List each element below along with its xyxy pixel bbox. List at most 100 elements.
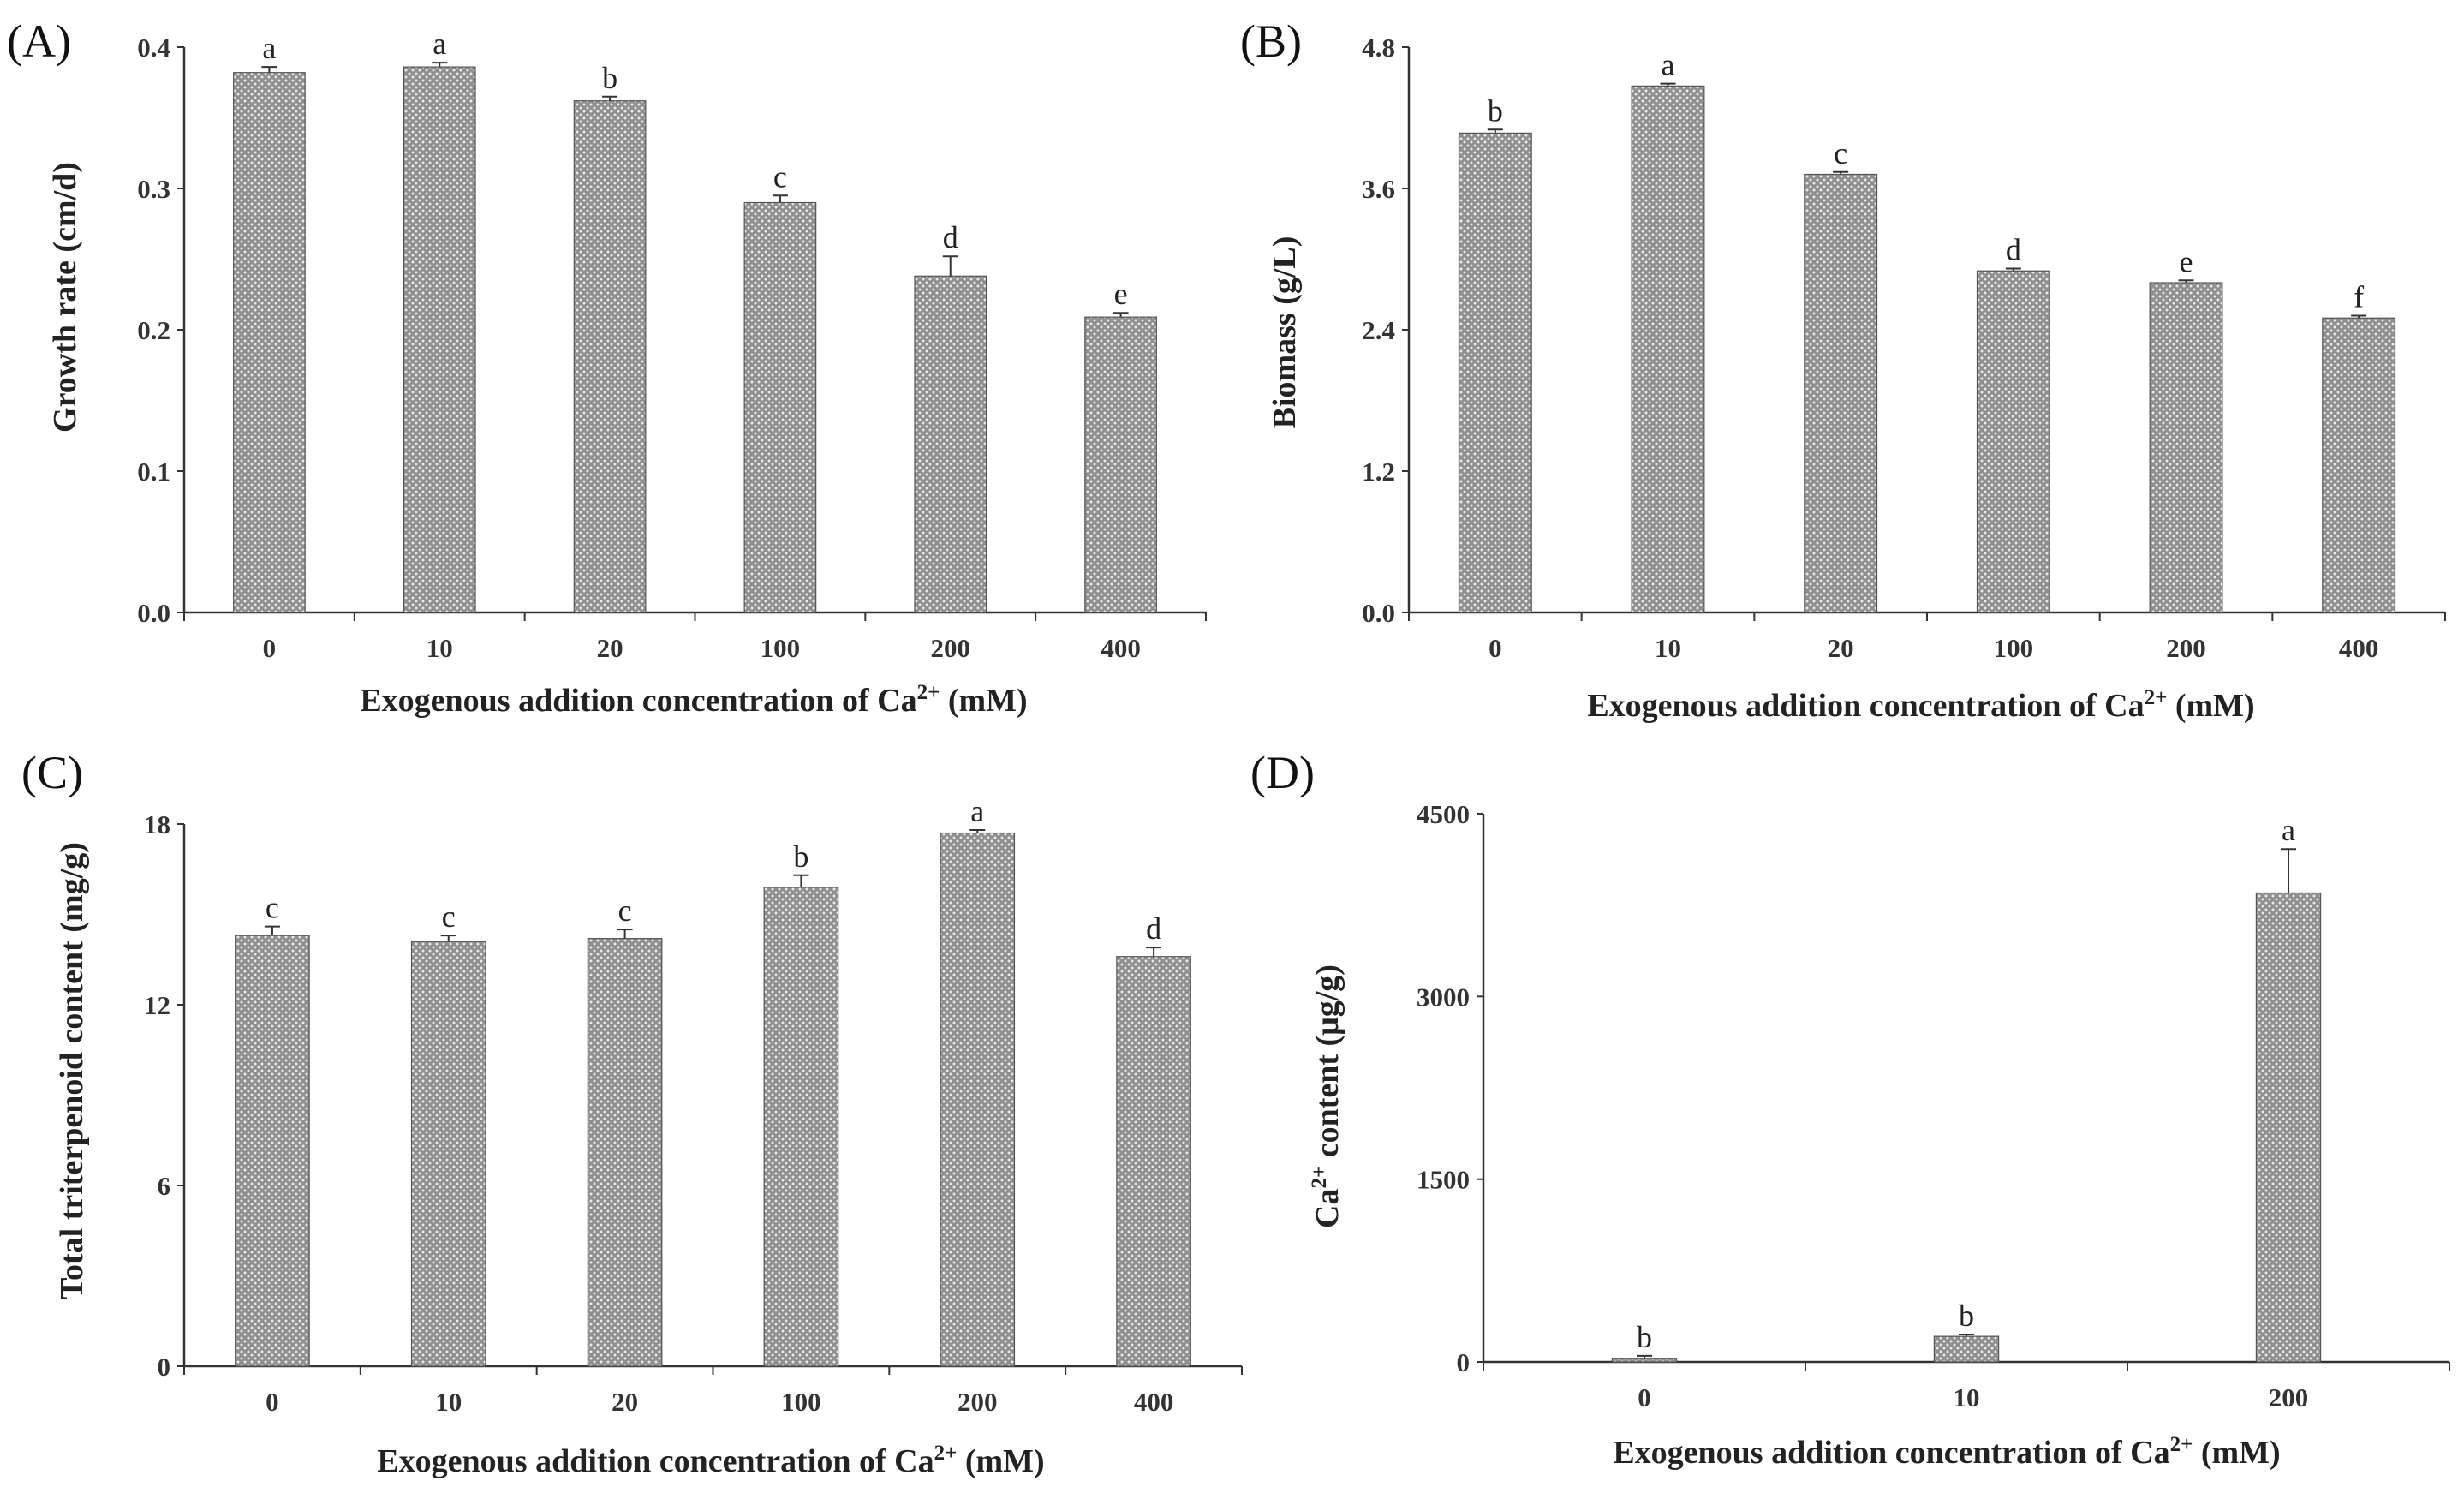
- panel-a-x-tick-label-1: 10: [427, 633, 453, 663]
- panel-a: (A) Growth rate (cm/d) Exogenous additio…: [7, 15, 1207, 719]
- panel-a-plot: 0.0 0.1 0.2 0.3 0.4 a 0 a 10 b 20 c 100 d 200 e 400: [137, 27, 1207, 663]
- panel-b-x-axis-title: Exogenous addition concentration of Ca2+…: [1587, 686, 2254, 724]
- panel-c-x-axis-title: Exogenous addition concentration of Ca2+…: [377, 1442, 1044, 1479]
- panel-a-bar-0: [233, 72, 306, 613]
- panel-c-y-tick-label: 0: [158, 1352, 171, 1382]
- panel-b-sig-letter-2: c: [1834, 136, 1847, 170]
- panel-c-bar-1: [410, 941, 486, 1367]
- panel-b-sig-letter-0: b: [1488, 93, 1503, 128]
- panel-c-letter: (C): [21, 747, 83, 798]
- panel-c-sig-letter-1: c: [442, 899, 456, 934]
- panel-b-sig-letter-4: e: [2180, 244, 2193, 278]
- panel-d-y-tick-label: 4500: [1417, 799, 1470, 829]
- panel-a-sig-letter-3: c: [773, 159, 787, 194]
- panel-a-sig-letter-2: b: [602, 61, 617, 95]
- panel-b-sig-letter-3: d: [2006, 233, 2021, 267]
- panel-a-x-axis-title: Exogenous addition concentration of Ca2+…: [360, 681, 1027, 719]
- panel-a-bar-2: [573, 100, 647, 613]
- panel-b-x-tick-label-1: 10: [1655, 633, 1681, 663]
- panel-c-bar-3: [763, 887, 839, 1367]
- panel-b-sig-letter-5: f: [2354, 280, 2364, 314]
- panel-d-letter: (D): [1250, 747, 1315, 798]
- panel-a-x-tick-label-0: 0: [263, 633, 277, 663]
- panel-c-x-tick-label-0: 0: [265, 1387, 279, 1417]
- panel-a-x-tick-label-4: 200: [931, 633, 971, 663]
- panel-a-y-tick-label: 0.0: [137, 598, 170, 628]
- panel-c-x-tick-label-3: 100: [781, 1387, 821, 1417]
- panel-d-y-axis-title: Ca2+ content (μg/g): [1308, 964, 1345, 1228]
- panel-d-x-tick-label-0: 0: [1638, 1383, 1651, 1412]
- panel-c-x-tick-label-2: 20: [612, 1387, 638, 1417]
- panel-b-y-tick-label: 0.0: [1362, 598, 1395, 628]
- panel-b-y-tick-label: 2.4: [1362, 315, 1395, 345]
- panel-b-x-tick-label-3: 100: [1994, 633, 2034, 663]
- panel-a-y-axis-title: Growth rate (cm/d): [47, 162, 83, 433]
- panel-b: (B) Biomass (g/L) Exogenous addition con…: [1240, 15, 2446, 724]
- panel-a-bar-5: [1084, 316, 1157, 613]
- panel-c-y-tick-label: 18: [144, 809, 170, 839]
- panel-d-bar-0: [1611, 1358, 1678, 1363]
- panel-a-y-tick-label: 0.1: [137, 457, 170, 487]
- panel-b-bar-2: [1804, 173, 1878, 613]
- panel-d-x-tick-label-1: 10: [1954, 1383, 1980, 1412]
- panel-a-x-tick-label-5: 400: [1101, 633, 1141, 663]
- panel-b-bar-4: [2149, 282, 2223, 613]
- panel-b-sig-letter-1: a: [1662, 48, 1675, 82]
- panel-a-x-tick-label-2: 20: [597, 633, 623, 663]
- panel-c: (C) Total triterpenoid content (mg/g) Ex…: [21, 747, 1243, 1479]
- panel-c-x-tick-label-4: 200: [958, 1387, 998, 1417]
- panel-a-bar-3: [743, 201, 817, 613]
- panel-c-plot: 0 6 12 18 c 0 c 10 c 20 b 100 a 200 d 400: [144, 794, 1243, 1417]
- panel-c-sig-letter-3: b: [793, 839, 808, 874]
- panel-b-bar-1: [1631, 85, 1705, 613]
- panel-d-x-tick-label-2: 200: [2269, 1383, 2309, 1412]
- panel-b-letter: (B): [1240, 15, 1302, 67]
- panel-c-bar-0: [235, 935, 310, 1367]
- panel-b-x-tick-label-0: 0: [1489, 633, 1502, 663]
- panel-a-y-tick-label: 0.3: [137, 174, 170, 204]
- panel-c-y-tick-label: 12: [144, 990, 170, 1020]
- panel-c-y-axis-title: Total triterpenoid content (mg/g): [54, 842, 90, 1299]
- panel-d-x-axis-title: Exogenous addition concentration of Ca2+…: [1613, 1433, 2280, 1471]
- panel-d-bar-1: [1933, 1335, 2000, 1363]
- panel-a-sig-letter-0: a: [262, 31, 276, 65]
- panel-d-y-tick-label: 0: [1457, 1347, 1471, 1377]
- panel-b-y-tick-label: 4.8: [1362, 33, 1395, 63]
- panel-a-bar-1: [403, 66, 476, 613]
- panel-a-sig-letter-4: d: [943, 220, 958, 254]
- panel-c-bar-2: [587, 938, 663, 1367]
- panel-b-plot: 0.0 1.2 2.4 3.6 4.8 b 0 a 10 c 20 d 100 e 200 f 400: [1362, 33, 2446, 663]
- panel-b-x-tick-label-2: 20: [1828, 633, 1854, 663]
- panel-d-plot: 0 1500 3000 4500 b 0 b 10 a 200: [1417, 799, 2450, 1412]
- panel-c-bar-4: [940, 832, 1016, 1367]
- panel-d-sig-letter-0: b: [1637, 1320, 1652, 1354]
- panel-b-y-tick-label: 3.6: [1362, 174, 1395, 204]
- panel-c-bar-5: [1116, 956, 1191, 1367]
- panel-b-bar-3: [1976, 270, 2050, 613]
- panel-c-sig-letter-2: c: [618, 893, 632, 928]
- panel-a-x-tick-label-3: 100: [761, 633, 801, 663]
- panel-b-x-tick-label-4: 200: [2166, 633, 2206, 663]
- panel-c-sig-letter-4: a: [970, 794, 984, 828]
- panel-b-y-axis-title: Biomass (g/L): [1267, 236, 1303, 429]
- panel-d-sig-letter-1: b: [1959, 1299, 1974, 1333]
- panel-a-y-tick-label: 0.4: [137, 33, 170, 63]
- panel-b-bar-0: [1458, 132, 1532, 613]
- panel-d-y-tick-label: 1500: [1417, 1165, 1470, 1195]
- panel-a-y-tick-label: 0.2: [137, 315, 170, 345]
- panel-b-y-tick-label: 1.2: [1362, 457, 1395, 487]
- panel-d-sig-letter-2: a: [2282, 813, 2295, 847]
- panel-b-x-tick-label-5: 400: [2339, 633, 2379, 663]
- panel-a-bar-4: [914, 275, 987, 613]
- panel-c-x-tick-label-1: 10: [435, 1387, 462, 1417]
- panel-a-sig-letter-5: e: [1114, 277, 1128, 311]
- panel-c-sig-letter-5: d: [1146, 911, 1161, 946]
- panel-a-sig-letter-1: a: [433, 27, 446, 61]
- panel-a-letter: (A): [7, 15, 71, 67]
- panel-d: (D) Ca2+ content (μg/g) Exogenous additi…: [1250, 747, 2450, 1471]
- panel-c-x-tick-label-5: 400: [1134, 1387, 1174, 1417]
- panel-d-bar-2: [2255, 892, 2322, 1363]
- panel-d-y-tick-label: 3000: [1417, 982, 1470, 1012]
- panel-c-y-tick-label: 6: [158, 1171, 171, 1201]
